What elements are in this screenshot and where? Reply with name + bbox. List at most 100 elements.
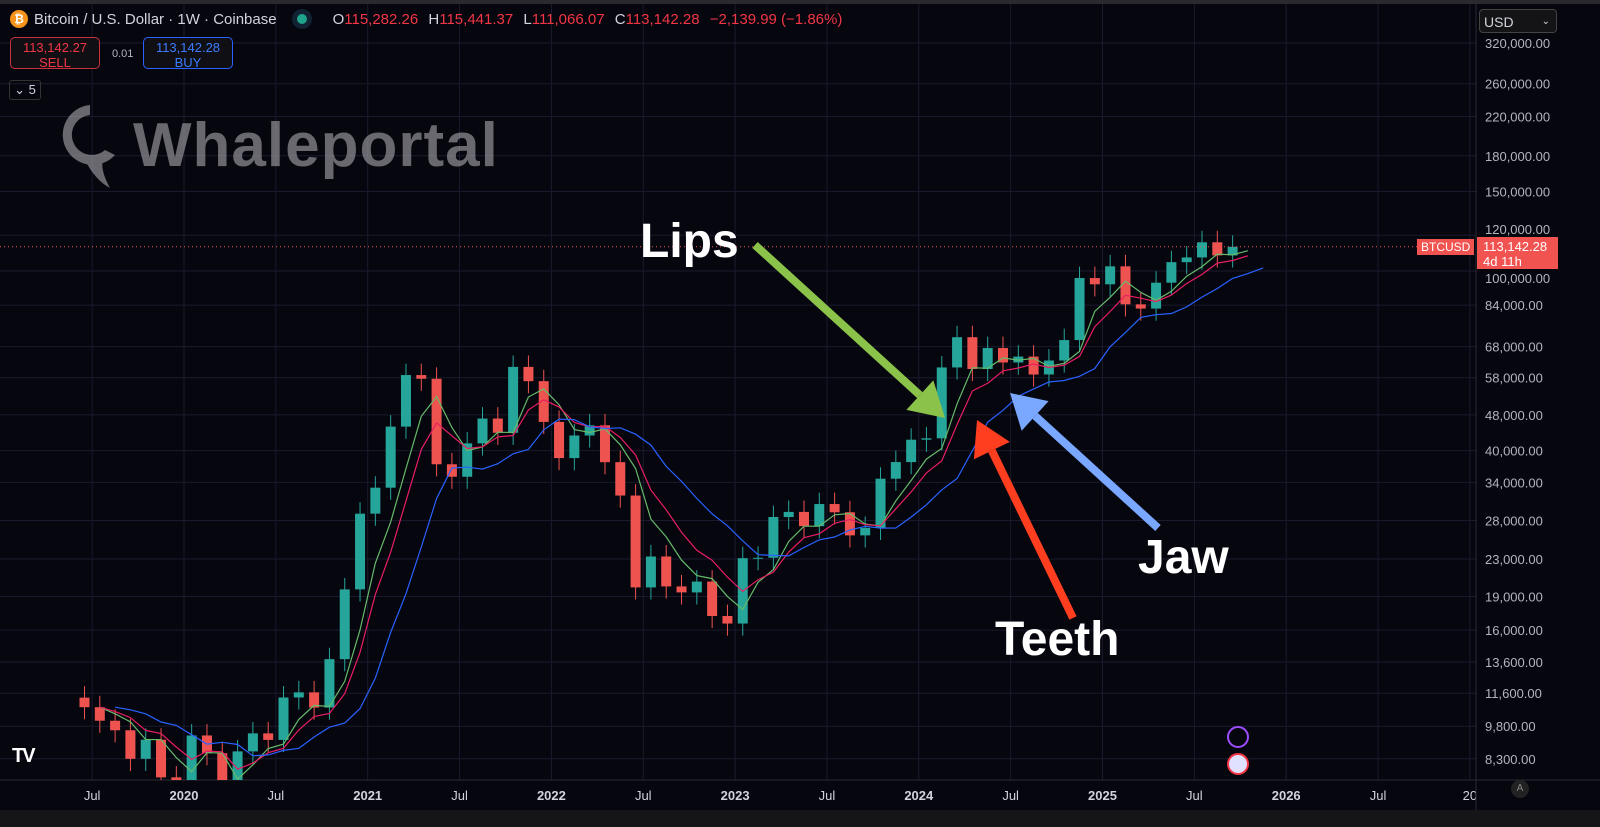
x-tick-label: Jul xyxy=(451,788,468,803)
x-tick-label: Jul xyxy=(268,788,285,803)
candle-body xyxy=(538,381,549,422)
x-tick-label: 2026 xyxy=(1272,788,1301,803)
low-value: 111,066.07 xyxy=(531,10,605,28)
candle-body xyxy=(293,692,304,698)
candle-body xyxy=(446,464,457,477)
buy-price: 113,142.28 xyxy=(155,40,221,55)
candle-body xyxy=(630,495,641,588)
y-tick-label: 40,000.00 xyxy=(1485,444,1543,459)
last-price-label: 113,142.28 4d 11h xyxy=(1477,237,1558,269)
candle-body xyxy=(1120,266,1131,305)
candle-body xyxy=(890,462,901,479)
y-tick-label: 120,000.00 xyxy=(1485,222,1550,237)
y-tick-label: 9,800.00 xyxy=(1485,719,1536,734)
y-tick-label: 11,600.00 xyxy=(1485,686,1542,701)
y-tick-label: 13,600.00 xyxy=(1485,655,1543,670)
candle-body xyxy=(783,511,794,518)
candle-body xyxy=(477,418,488,444)
tradingview-logo[interactable]: TV xyxy=(12,745,36,767)
lips-arrow-head xyxy=(906,380,945,418)
candle-body xyxy=(936,367,947,439)
high-value: 115,441.37 xyxy=(439,10,514,28)
auto-scale-button[interactable]: A xyxy=(1511,780,1529,798)
candle-body xyxy=(1212,242,1223,256)
candle-body xyxy=(967,337,978,370)
last-price: 113,142.28 xyxy=(1483,239,1548,254)
candle-body xyxy=(599,425,610,463)
teeth-line xyxy=(99,255,1249,770)
y-tick-label: 28,000.00 xyxy=(1485,513,1543,528)
low-label: L xyxy=(523,10,532,28)
lips-arrow-shaft xyxy=(752,242,923,399)
candle-body xyxy=(79,697,90,708)
candle-body xyxy=(1105,266,1116,285)
y-tick-label: 180,000.00 xyxy=(1485,149,1550,164)
candle-body xyxy=(171,777,182,780)
y-tick-label: 19,000.00 xyxy=(1485,589,1543,604)
candle-body xyxy=(661,556,672,587)
y-tick-label: 23,000.00 xyxy=(1485,552,1543,567)
y-tick-label: 68,000.00 xyxy=(1485,340,1543,355)
bottom-bar xyxy=(0,810,1600,827)
x-tick-label: Jul xyxy=(819,788,836,803)
candle-body xyxy=(217,753,228,780)
candle-body xyxy=(814,504,825,527)
spread: 0.01 xyxy=(112,48,134,60)
candle-body xyxy=(370,487,381,514)
candle-body xyxy=(860,527,871,536)
candle-body xyxy=(508,366,519,433)
window-top-bar xyxy=(0,0,1600,4)
currency-select[interactable]: USD ⌄ xyxy=(1479,9,1557,33)
candle-body xyxy=(722,615,733,624)
candle-body xyxy=(125,730,136,759)
candle-body xyxy=(906,439,917,463)
candle-body xyxy=(1028,356,1039,375)
x-tick-label: 2021 xyxy=(353,788,382,803)
teeth-arrow-head xyxy=(973,420,1010,460)
x-tick-label: 20 xyxy=(1463,788,1477,803)
y-tick-label: 8,300.00 xyxy=(1485,752,1536,767)
candle-body xyxy=(1013,356,1024,363)
watermark-text: Whaleportal xyxy=(133,110,499,180)
price-chart[interactable]: 320,000.00 260,000.00 220,000.00 180,000.00… xyxy=(0,4,1600,810)
candle-body xyxy=(569,435,580,459)
open-label: O xyxy=(332,10,345,28)
candle-body xyxy=(1166,262,1177,283)
candle-body xyxy=(615,462,626,496)
ohlc-values: O115,282.26 H115,441.37 L111,066.07 C113… xyxy=(327,11,843,28)
y-tick-label: 16,000.00 xyxy=(1485,623,1543,638)
x-tick-label: Jul xyxy=(84,788,101,803)
bitcoin-icon: ₿ xyxy=(10,10,28,28)
candle-body xyxy=(676,586,687,593)
candle-body xyxy=(385,426,396,488)
candle-body xyxy=(952,337,963,368)
candle-body xyxy=(1089,278,1100,285)
indicators-toggle[interactable]: ⌄ 5 xyxy=(9,80,41,100)
symbol-header: ₿ Bitcoin / U.S. Dollar · 1W · Coinbase … xyxy=(10,10,842,28)
candle-body xyxy=(753,557,764,559)
us-flag-event-icon xyxy=(1227,753,1249,775)
x-tick-label: 2024 xyxy=(904,788,934,803)
sell-button[interactable]: 113,142.27 SELL xyxy=(10,37,100,70)
candle-body xyxy=(1227,246,1238,256)
y-tick-label: 150,000.00 xyxy=(1485,185,1550,200)
symbol-price-label: BTCUSD xyxy=(1417,239,1475,255)
chart-background xyxy=(0,4,1600,810)
y-tick-label: 34,000.00 xyxy=(1485,475,1543,490)
candle-body xyxy=(523,366,534,382)
candle-body xyxy=(921,438,932,440)
change-value: −2,139.99 (−1.86%) xyxy=(709,10,843,28)
watermark-logo: Whaleportal xyxy=(55,100,499,190)
buy-button[interactable]: 113,142.28 BUY xyxy=(143,37,233,70)
symbol-title[interactable]: Bitcoin / U.S. Dollar · 1W · Coinbase xyxy=(34,10,277,28)
candle-body xyxy=(186,735,197,780)
candle-body xyxy=(707,581,718,616)
market-status-icon[interactable] xyxy=(296,14,307,24)
candle-body xyxy=(431,378,442,465)
x-tick-label: Jul xyxy=(1186,788,1203,803)
x-tick-label: 2023 xyxy=(721,788,750,803)
whale-icon xyxy=(62,105,115,188)
candle-body xyxy=(584,425,595,436)
lightning-event-icon xyxy=(1227,726,1249,748)
plot-area xyxy=(0,230,1476,780)
